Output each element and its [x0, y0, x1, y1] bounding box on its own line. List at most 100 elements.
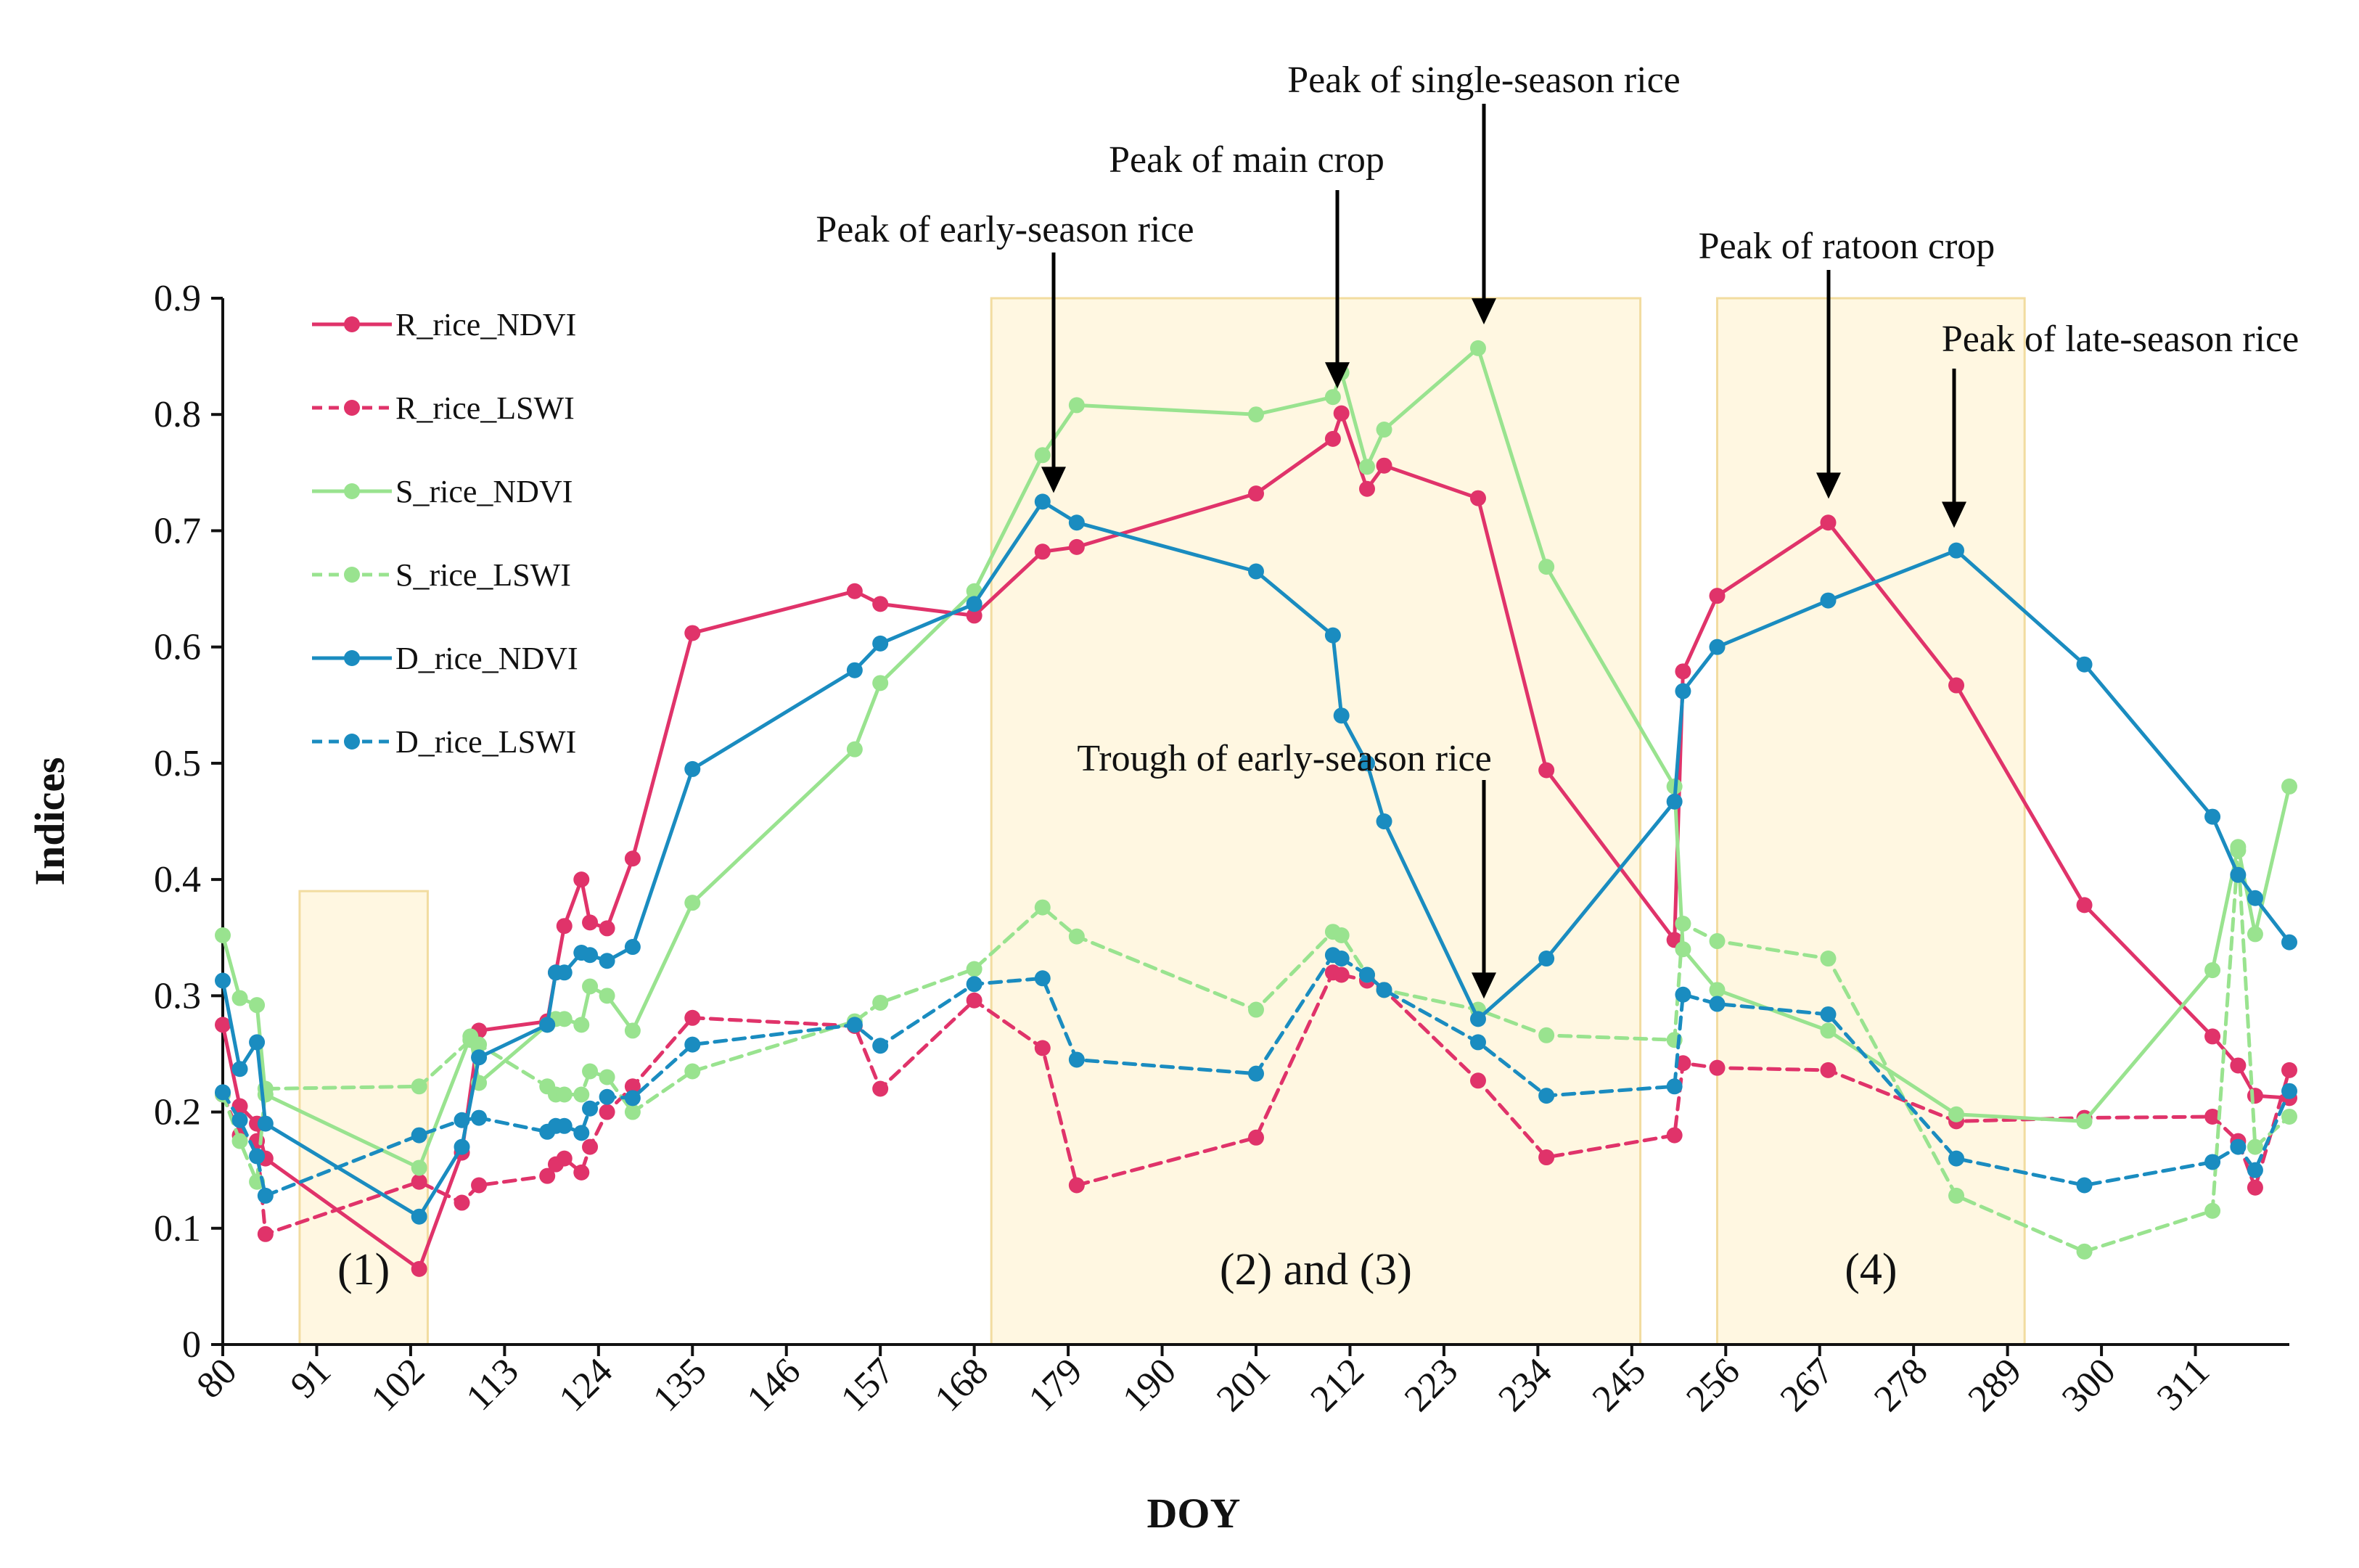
- x-tick-label: 190: [1115, 1350, 1184, 1419]
- legend-marker: [344, 734, 360, 750]
- data-point: [1538, 762, 1555, 779]
- series-d-rice-ndvi: [215, 493, 2297, 1225]
- data-point: [684, 895, 701, 911]
- data-point: [556, 1150, 573, 1167]
- data-point: [471, 1049, 488, 1066]
- shaded-region: [1716, 297, 2026, 1346]
- data-point: [1820, 1022, 1837, 1039]
- data-point: [215, 927, 231, 944]
- x-tick-label: 223: [1397, 1350, 1466, 1419]
- data-point: [556, 1011, 573, 1027]
- data-point: [454, 1112, 470, 1128]
- data-point: [1324, 430, 1341, 447]
- data-point: [966, 596, 982, 612]
- data-point: [1068, 1051, 1085, 1068]
- data-point: [1068, 514, 1085, 531]
- data-point: [2076, 656, 2093, 673]
- data-point: [215, 1017, 231, 1033]
- data-point: [1820, 514, 1837, 531]
- data-point: [846, 741, 863, 758]
- data-point: [411, 1208, 427, 1225]
- legend-label: S_rice_LSWI: [395, 557, 571, 593]
- data-point: [539, 1017, 556, 1033]
- data-point: [1376, 422, 1392, 438]
- data-point: [2281, 1108, 2297, 1125]
- data-point: [1469, 1011, 1486, 1027]
- data-point: [1376, 813, 1392, 829]
- data-point: [231, 990, 248, 1006]
- data-point: [624, 1090, 641, 1107]
- data-point: [1948, 1150, 1965, 1167]
- data-point: [1709, 996, 1726, 1012]
- shaded-region: [298, 890, 429, 1346]
- data-point: [582, 947, 599, 964]
- data-point: [684, 1009, 701, 1026]
- annotation-label: Peak of early-season rice: [816, 209, 1194, 250]
- data-point: [257, 1226, 274, 1242]
- data-point: [1333, 927, 1350, 944]
- shaded-region: [990, 297, 1642, 1346]
- legend-label: R_rice_NDVI: [395, 307, 576, 342]
- data-point: [1709, 982, 1726, 998]
- data-point: [2281, 934, 2297, 951]
- data-point: [1820, 951, 1837, 967]
- data-point: [1469, 1034, 1486, 1051]
- legend-marker: [344, 316, 360, 332]
- data-point: [471, 1177, 488, 1194]
- data-point: [846, 583, 863, 599]
- x-tick-label: 278: [1866, 1350, 1935, 1419]
- data-point: [1709, 1059, 1726, 1076]
- annotation-arrowhead: [1472, 298, 1496, 325]
- data-point: [624, 1104, 641, 1120]
- data-point: [582, 978, 599, 995]
- data-point: [231, 1098, 248, 1115]
- data-point: [1068, 928, 1085, 945]
- data-point: [1248, 406, 1264, 423]
- data-point: [846, 1017, 863, 1033]
- x-tick-label: 113: [459, 1350, 527, 1419]
- data-point: [1675, 986, 1691, 1003]
- series-d-rice-lswi: [215, 947, 2297, 1204]
- legend-item: R_rice_LSWI: [312, 390, 575, 426]
- data-point: [231, 1061, 248, 1078]
- legend-marker: [344, 567, 360, 583]
- data-point: [573, 871, 590, 888]
- data-point: [582, 1138, 599, 1155]
- data-point: [215, 972, 231, 989]
- legend-label: D_rice_LSWI: [395, 724, 576, 760]
- y-axis-title: Indices: [26, 757, 73, 885]
- annotation-label: Peak of main crop: [1109, 139, 1384, 181]
- data-point: [1538, 1088, 1555, 1104]
- y-tick-label: 0: [182, 1324, 201, 1366]
- data-point: [1709, 639, 1726, 655]
- data-point: [1333, 966, 1350, 983]
- data-point: [2247, 1162, 2263, 1178]
- data-point: [1358, 480, 1375, 497]
- legend-label: R_rice_LSWI: [395, 390, 575, 426]
- annotation-label: Trough of early-season rice: [1077, 738, 1491, 779]
- data-point: [257, 1115, 274, 1132]
- data-point: [556, 1086, 573, 1103]
- legend-label: S_rice_NDVI: [395, 474, 573, 509]
- legend-label: D_rice_NDVI: [395, 641, 578, 676]
- data-point: [2247, 926, 2263, 943]
- data-point: [411, 1173, 427, 1190]
- data-point: [2230, 842, 2247, 859]
- data-point: [872, 675, 889, 691]
- data-point: [2076, 1177, 2093, 1194]
- region-label: (4): [1845, 1245, 1897, 1294]
- x-tick-label: 135: [645, 1350, 714, 1419]
- data-point: [1675, 683, 1691, 699]
- data-point: [411, 1260, 427, 1277]
- data-point: [249, 997, 266, 1014]
- data-point: [1948, 1106, 1965, 1122]
- shaded-regions: (1) (2) and (3) (4): [298, 297, 2026, 1346]
- x-tick-label: 168: [927, 1350, 996, 1419]
- data-point: [454, 1194, 470, 1211]
- data-point: [1324, 627, 1341, 644]
- data-point: [599, 920, 615, 937]
- data-point: [2204, 1108, 2221, 1125]
- y-tick-label: 0.2: [154, 1092, 201, 1133]
- data-point: [2281, 778, 2297, 795]
